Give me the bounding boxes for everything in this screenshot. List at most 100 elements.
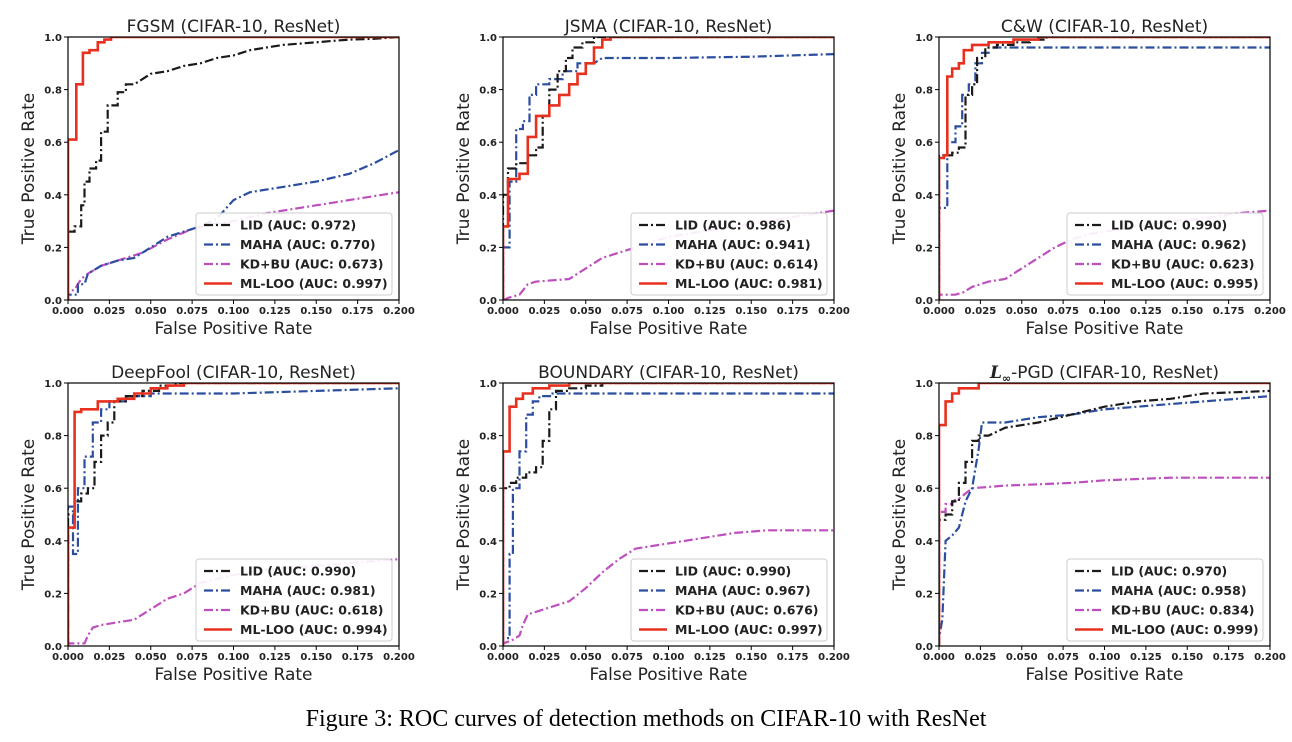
series-line-lid — [68, 37, 399, 300]
x-tick-label: 0.025 — [965, 652, 997, 663]
legend-entry: ML-LOO (AUC: 0.994) — [240, 622, 388, 637]
y-tick-label: 0.4 — [44, 537, 62, 548]
legend-entry: MAHA (AUC: 0.941) — [675, 237, 811, 252]
y-tick-label: 0.6 — [479, 484, 497, 495]
roc-panel-5: BOUNDARY (CIFAR-10, ResNet) 0.000 0.025 0.0… — [454, 363, 850, 685]
legend: LID (AUC: 0.990) MAHA (AUC: 0.962) KD+BU (… — [1066, 212, 1264, 296]
y-tick-label: 0.4 — [44, 191, 62, 202]
x-tick-label: 0.125 — [259, 652, 291, 663]
roc-panel-4: DeepFool (CIFAR-10, ResNet) 0.000 0.025 0.0… — [19, 363, 415, 685]
series-line-mlloo — [503, 37, 834, 300]
series-line-maha — [68, 149, 399, 300]
y-tick-label: 1.0 — [479, 33, 497, 44]
x-tick-label: 0.050 — [1006, 652, 1038, 663]
series-line-mlloo — [68, 37, 399, 300]
x-tick-label: 0.050 — [135, 652, 167, 663]
y-tick-label: 1.0 — [915, 33, 933, 44]
roc-panel-3: C&W (CIFAR-10, ResNet) 0.000 0.025 0.050 0.0… — [890, 17, 1286, 339]
x-tick-label: 0.050 — [1006, 306, 1038, 317]
series-line-kdbu — [503, 209, 834, 300]
x-tick-label: 0.100 — [653, 652, 685, 663]
y-tick-label: 0.6 — [915, 484, 933, 495]
y-tick-label: 0.2 — [915, 589, 933, 600]
y-tick-label: 0.2 — [44, 243, 62, 254]
y-tick-label: 0.2 — [44, 589, 62, 600]
legend-entry: LID (AUC: 0.990) — [240, 564, 356, 579]
series-line-kdbu — [503, 529, 834, 646]
series-line-maha — [503, 392, 834, 646]
series-line-mlloo — [939, 383, 1270, 646]
legend-box — [630, 212, 828, 296]
x-tick-label: 0.000 — [487, 306, 519, 317]
y-tick-label: 0.0 — [44, 296, 62, 307]
y-tick-label: 0.2 — [915, 243, 933, 254]
legend-entry: MAHA (AUC: 0.958) — [1111, 583, 1247, 598]
series-line-maha — [939, 395, 1270, 646]
legend: LID (AUC: 0.990) MAHA (AUC: 0.967) KD+BU (… — [630, 558, 828, 642]
y-tick-label: 0.6 — [44, 484, 62, 495]
x-tick-label: 0.175 — [1213, 306, 1245, 317]
y-tick-label: 0.6 — [479, 138, 497, 149]
y-tick-label: 0.4 — [479, 191, 497, 202]
y-tick-label: 0.8 — [44, 432, 62, 443]
legend-entry: LID (AUC: 0.970) — [1111, 564, 1227, 579]
legend-entry: KD+BU (AUC: 0.673) — [240, 257, 384, 272]
legend-box — [195, 212, 393, 296]
legend-entry: LID (AUC: 0.972) — [240, 218, 356, 233]
legend-entry: MAHA (AUC: 0.962) — [1111, 237, 1247, 252]
x-tick-label: 0.075 — [176, 652, 208, 663]
x-tick-label: 0.025 — [529, 306, 561, 317]
x-tick-label: 0.125 — [1130, 652, 1162, 663]
chart-title: DeepFool (CIFAR-10, ResNet) — [111, 363, 356, 383]
chart-title: FGSM (CIFAR-10, ResNet) — [127, 17, 341, 37]
roc-panel-1: FGSM (CIFAR-10, ResNet) 0.000 0.025 0.050 0.… — [19, 17, 415, 339]
x-tick-label: 0.150 — [300, 306, 332, 317]
x-tick-label: 0.000 — [52, 306, 84, 317]
x-tick-label: 0.075 — [176, 306, 208, 317]
x-tick-label: 0.100 — [1089, 306, 1121, 317]
x-tick-label: 0.025 — [94, 306, 126, 317]
legend-entry: MAHA (AUC: 0.981) — [240, 583, 376, 598]
series-group — [503, 383, 834, 646]
x-axis-label: False Positive Rate — [155, 319, 313, 339]
series-group — [503, 37, 834, 300]
x-tick-label: 0.200 — [818, 306, 850, 317]
x-tick-label: 0.075 — [1047, 306, 1079, 317]
legend-entry: ML-LOO (AUC: 0.997) — [675, 622, 823, 637]
x-tick-label: 0.150 — [300, 652, 332, 663]
legend-entry: KD+BU (AUC: 0.623) — [1111, 257, 1255, 272]
legend: LID (AUC: 0.970) MAHA (AUC: 0.958) KD+BU (… — [1066, 558, 1264, 642]
series-group — [68, 37, 399, 300]
y-tick-label: 0.6 — [44, 138, 62, 149]
series-line-lid — [939, 389, 1270, 646]
y-axis-label: True Positive Rate — [19, 439, 39, 591]
series-line-lid — [503, 37, 834, 300]
x-tick-label: 0.175 — [342, 306, 374, 317]
chart-title: BOUNDARY (CIFAR-10, ResNet) — [538, 363, 799, 383]
legend-entry: KD+BU (AUC: 0.614) — [675, 257, 819, 272]
y-tick-label: 0.8 — [479, 432, 497, 443]
x-tick-label: 0.150 — [1171, 306, 1203, 317]
x-axis-label: False Positive Rate — [590, 665, 748, 685]
figure-caption: Figure 3: ROC curves of detection method… — [305, 706, 987, 732]
x-tick-label: 0.100 — [218, 652, 250, 663]
y-tick-label: 0.8 — [44, 86, 62, 97]
y-tick-label: 1.0 — [915, 379, 933, 390]
x-tick-label: 0.200 — [1254, 652, 1286, 663]
chart-title: C&W (CIFAR-10, ResNet) — [1001, 17, 1208, 37]
x-tick-label: 0.075 — [611, 652, 643, 663]
legend-entry: LID (AUC: 0.990) — [675, 564, 791, 579]
y-axis-label: True Positive Rate — [19, 93, 39, 245]
y-axis-label: True Positive Rate — [890, 93, 910, 245]
y-axis-label: True Positive Rate — [890, 439, 910, 591]
x-tick-label: 0.200 — [818, 652, 850, 663]
x-tick-label: 0.075 — [1047, 652, 1079, 663]
x-tick-label: 0.125 — [694, 306, 726, 317]
x-tick-label: 0.200 — [383, 652, 415, 663]
x-tick-label: 0.000 — [52, 652, 84, 663]
y-tick-label: 0.8 — [479, 86, 497, 97]
legend-box — [630, 558, 828, 642]
x-tick-label: 0.000 — [923, 652, 955, 663]
series-line-maha — [503, 53, 834, 300]
legend-entry: KD+BU (AUC: 0.834) — [1111, 603, 1255, 618]
